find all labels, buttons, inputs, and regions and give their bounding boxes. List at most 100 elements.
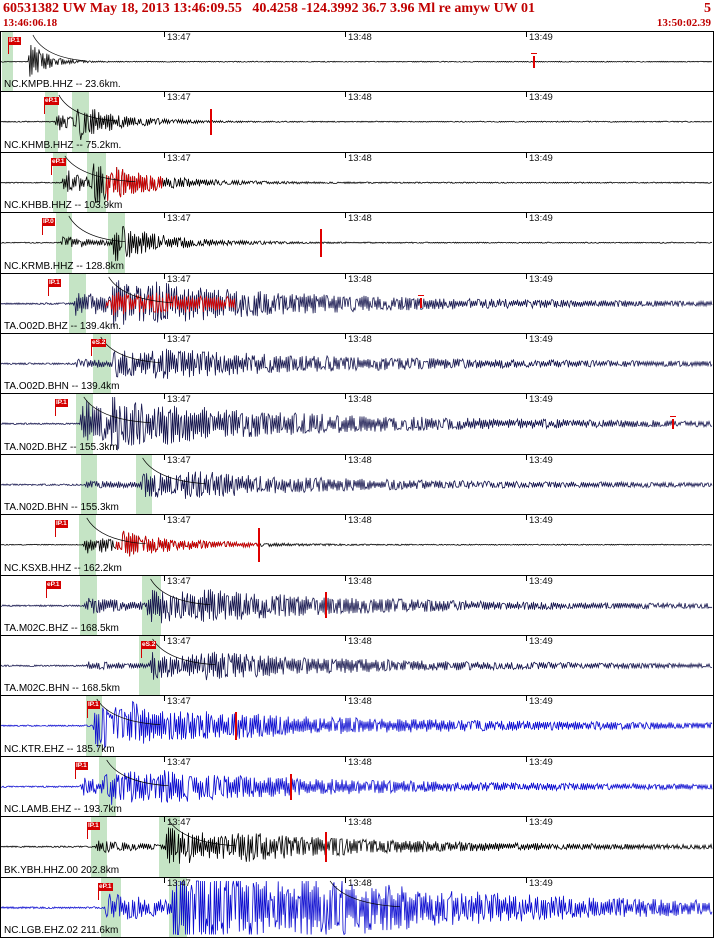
- station-label: NC.LAMB.EHZ -- 193.7km: [4, 804, 122, 816]
- phase-pick-flag[interactable]: IP.0: [42, 218, 55, 227]
- minute-label: 13:47: [167, 334, 191, 346]
- minute-tick: [345, 152, 346, 158]
- minute-tick: [526, 817, 527, 823]
- coda-duration-marker[interactable]: [325, 592, 327, 619]
- coda-duration-marker[interactable]: [235, 712, 237, 741]
- minute-label: 13:48: [348, 575, 372, 587]
- trace-row[interactable]: 13:47 13:48 13:49 eP.1 NC.KHMB.HHZ -- 75.2km…: [1, 92, 713, 153]
- marker-cap: [670, 416, 676, 418]
- minute-label: 13:48: [348, 273, 372, 285]
- event-summary: 60531382 UW May 18, 2013 13:46:09.55 40.…: [3, 1, 535, 16]
- highlighted-trace-segment: [105, 291, 236, 316]
- minute-tick: [164, 756, 165, 762]
- coda-duration-marker[interactable]: [533, 55, 535, 68]
- coda-duration-marker[interactable]: [320, 228, 322, 257]
- minute-tick: [164, 213, 165, 219]
- minute-label: 13:48: [348, 877, 372, 889]
- minute-tick: [345, 334, 346, 340]
- minute-tick: [345, 394, 346, 400]
- phase-pick-flag[interactable]: eS.2: [141, 641, 157, 650]
- trace-row[interactable]: 13:47 13:48 13:49 IP.0 NC.KRMB.HHZ -- 128.8k…: [1, 213, 713, 274]
- minute-tick: [345, 696, 346, 702]
- station-label: TA.N02D.BHZ -- 155.3km: [4, 441, 118, 453]
- trace-row[interactable]: 13:47 13:48 13:49 IP.1 TA.O02D.BHZ -- 139.4k…: [1, 273, 713, 335]
- highlighted-trace-segment: [115, 531, 259, 557]
- phase-pick-flag[interactable]: eP.1: [98, 882, 113, 891]
- minute-tick: [526, 334, 527, 340]
- minute-label: 13:48: [348, 636, 372, 648]
- minute-tick: [526, 636, 527, 642]
- window-start-time: 13:46:06.18: [3, 17, 58, 29]
- minute-label: 13:49: [529, 213, 553, 225]
- phase-pick-flag[interactable]: eP.1: [51, 157, 66, 166]
- trace-row[interactable]: 13:47 13:48 13:49 IP.1 TA.N02D.BHZ -- 155.3k…: [1, 394, 713, 455]
- minute-tick: [345, 92, 346, 98]
- phase-pick-line: [44, 105, 45, 115]
- trace-row[interactable]: 13:47 13:48 13:49 IP.1 NC.KSXB.HHZ -- 162.2k…: [1, 515, 713, 576]
- phase-pick-flag[interactable]: IP.1: [8, 37, 21, 45]
- coda-decay-curve: [64, 155, 136, 182]
- trace-row[interactable]: 13:47 13:48 13:49 eP.1 NC.KHBB.HHZ -- 103.9k…: [1, 152, 713, 214]
- minute-tick: [164, 334, 165, 340]
- time-window-line: 13:46:06.18 13:50:02.39: [0, 17, 714, 30]
- trace-row[interactable]: 13:47 13:48 13:49 TA.N02D.BHN -- 155.3km: [1, 454, 713, 516]
- station-label: TA.M02C.BHN -- 168.5km: [4, 683, 120, 695]
- coda-duration-marker[interactable]: [258, 527, 260, 562]
- trace-polyline: [1, 44, 713, 77]
- phase-pick-flag[interactable]: eP.1: [46, 580, 61, 589]
- phase-pick-line: [46, 588, 47, 598]
- trace-row[interactable]: 13:47 13:48 13:49 IP.1 BK.YBH.HHZ.00 202.8km: [1, 817, 713, 878]
- station-label: NC.KRMB.HHZ -- 128.8km: [4, 260, 125, 272]
- phase-pick-line: [98, 890, 99, 900]
- waveform: [1, 759, 713, 805]
- minute-tick: [526, 877, 527, 883]
- trace-row[interactable]: 13:47 13:48 13:49 eP.1 TA.M02C.BHZ -- 168.5k…: [1, 575, 713, 637]
- station-label: NC.KTR.EHZ -- 185.7km: [4, 743, 115, 755]
- phase-pick-flag[interactable]: IP.1: [55, 520, 68, 529]
- trace-polyline: [1, 588, 713, 623]
- minute-label: 13:49: [529, 877, 553, 889]
- coda-duration-marker[interactable]: [290, 773, 292, 800]
- phase-pick-flag[interactable]: IP.1: [87, 822, 100, 831]
- trace-row[interactable]: 13:47 13:48 13:49 IP.1 NC.KTR.EHZ -- 185.7km: [1, 696, 713, 757]
- header-right-number: 5: [704, 1, 711, 16]
- trace-row[interactable]: 13:47 13:48 13:49 eS.2 TA.M02C.BHN -- 168.5k…: [1, 636, 713, 697]
- coda-decay-curve: [106, 759, 169, 786]
- station-label: NC.LGB.EHZ.02 211.6km: [4, 925, 119, 937]
- coda-decay-curve: [329, 880, 400, 907]
- station-label: NC.KHBB.HHZ -- 103.9km: [4, 200, 123, 212]
- station-label: NC.KMPB.HHZ -- 23.6km.: [4, 79, 121, 91]
- minute-label: 13:49: [529, 817, 553, 829]
- phase-pick-line: [51, 165, 52, 175]
- pick-window: [72, 92, 89, 152]
- minute-label: 13:49: [529, 334, 553, 346]
- coda-duration-marker[interactable]: [325, 831, 327, 862]
- minute-label: 13:48: [348, 817, 372, 829]
- trace-row[interactable]: 13:47 13:48 13:49 IP.1 NC.LAMB.EHZ -- 193.7k…: [1, 756, 713, 818]
- minute-tick: [164, 877, 165, 883]
- coda-duration-marker[interactable]: [420, 298, 422, 309]
- coda-duration-marker[interactable]: [210, 109, 212, 136]
- minute-tick: [526, 32, 527, 37]
- coda-decay-curve: [58, 95, 116, 122]
- minute-label: 13:49: [529, 92, 553, 104]
- phase-pick-flag[interactable]: eP.1: [44, 97, 59, 106]
- coda-duration-marker[interactable]: [672, 419, 674, 430]
- trace-row[interactable]: 13:47 13:48 13:49 IP.1 NC.KMPB.HHZ -- 23.6km…: [1, 32, 713, 93]
- trace-row[interactable]: 13:47 13:48 13:49 eP.1 NC.LGB.EHZ.02 211.6km: [1, 877, 713, 938]
- phase-pick-flag[interactable]: IP.1: [87, 701, 100, 710]
- trace-row[interactable]: 13:47 13:48 13:49 eS.2 TA.O02D.BHN -- 139.4k…: [1, 334, 713, 395]
- phase-pick-flag[interactable]: IP.1: [48, 278, 61, 287]
- minute-label: 13:47: [167, 515, 191, 527]
- minute-tick: [345, 756, 346, 762]
- phase-pick-flag[interactable]: IP.1: [55, 399, 68, 408]
- phase-pick-flag[interactable]: IP.1: [75, 761, 88, 770]
- minute-label: 13:49: [529, 756, 553, 768]
- pick-window: [56, 213, 72, 273]
- minute-tick: [526, 515, 527, 521]
- phase-pick-flag[interactable]: eS.2: [91, 339, 107, 348]
- minute-label: 13:47: [167, 92, 191, 104]
- waveform: [1, 397, 713, 452]
- waveform: [1, 34, 713, 77]
